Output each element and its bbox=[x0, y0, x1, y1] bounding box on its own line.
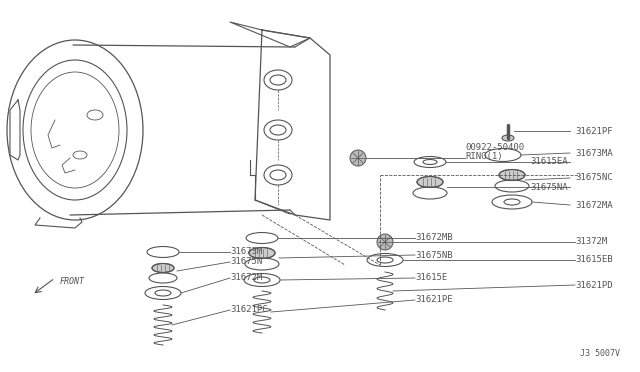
Text: 31615E: 31615E bbox=[415, 273, 447, 282]
Ellipse shape bbox=[417, 176, 443, 187]
Text: 31621PC: 31621PC bbox=[230, 305, 268, 314]
Text: 31672MA: 31672MA bbox=[575, 201, 612, 209]
Text: FRONT: FRONT bbox=[60, 278, 85, 286]
Text: 31672M: 31672M bbox=[230, 273, 262, 282]
Text: 31372M: 31372M bbox=[575, 237, 607, 247]
Text: 31675NA: 31675NA bbox=[530, 183, 568, 192]
Text: 31675N: 31675N bbox=[230, 257, 262, 266]
Text: RING(1): RING(1) bbox=[465, 153, 502, 161]
Text: 31621PD: 31621PD bbox=[575, 280, 612, 289]
Text: 31673M: 31673M bbox=[230, 247, 262, 257]
Ellipse shape bbox=[350, 150, 366, 166]
Text: 31673MA: 31673MA bbox=[575, 148, 612, 157]
Ellipse shape bbox=[249, 247, 275, 259]
Text: 31615EB: 31615EB bbox=[575, 256, 612, 264]
Text: 31675NC: 31675NC bbox=[575, 173, 612, 183]
Text: 31672MB: 31672MB bbox=[415, 234, 452, 243]
Text: 31675NB: 31675NB bbox=[415, 250, 452, 260]
Text: 31615EA: 31615EA bbox=[530, 157, 568, 167]
Text: 31621PE: 31621PE bbox=[415, 295, 452, 305]
Ellipse shape bbox=[152, 263, 174, 273]
Ellipse shape bbox=[502, 135, 514, 141]
Ellipse shape bbox=[377, 234, 393, 250]
Text: J3 5007V: J3 5007V bbox=[580, 349, 620, 358]
Ellipse shape bbox=[499, 170, 525, 180]
Text: 00922-50400: 00922-50400 bbox=[465, 142, 524, 151]
Text: 31621PF: 31621PF bbox=[575, 126, 612, 135]
